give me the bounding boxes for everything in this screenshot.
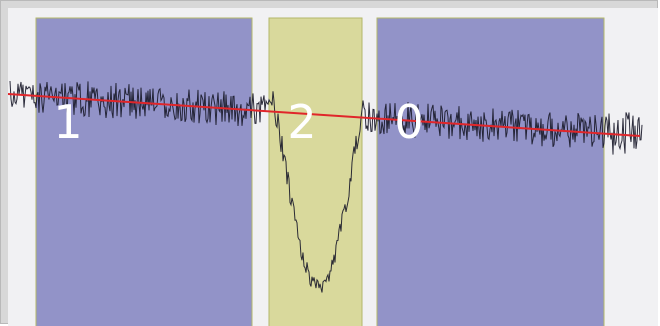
signal-layer [8,80,643,293]
signal-trace [9,80,643,293]
signal-plot-area[interactable]: 1 2 0 [8,8,658,326]
segment-label-0: 0 [394,95,423,149]
segment-label-2: 2 [287,95,316,149]
segments-layer [35,17,605,326]
signal-svg: 1 2 0 [8,17,643,326]
segment-2-region[interactable] [268,17,363,326]
segment-label-1: 1 [53,95,82,149]
segment-1-region[interactable] [35,17,253,326]
trend-line [8,93,641,137]
segment-0-region[interactable] [376,17,605,326]
segment-labels-layer: 1 2 0 [53,95,423,149]
